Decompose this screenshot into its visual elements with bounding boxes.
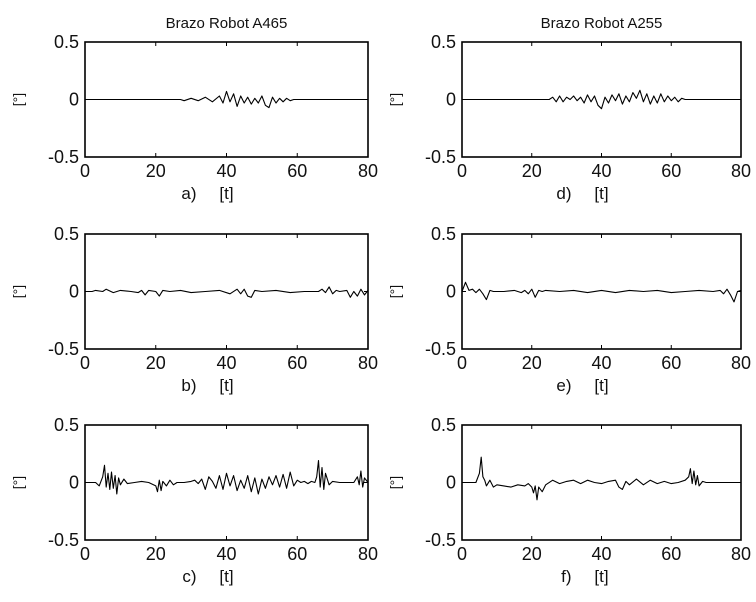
x-axis-label: [t] <box>594 184 608 203</box>
y-axis-label: [°] <box>10 285 26 298</box>
y-axis-label: [°] <box>10 93 26 106</box>
series-line <box>85 460 369 495</box>
y-tick-label: 0.5 <box>431 32 456 52</box>
y-tick-label: 0 <box>69 282 79 302</box>
subplot-caption: d) <box>556 184 571 203</box>
y-tick-label: -0.5 <box>48 530 79 550</box>
series-line <box>462 456 741 501</box>
y-tick-label: 0 <box>69 90 79 110</box>
x-axis-label: [t] <box>219 184 233 203</box>
x-tick-label: 40 <box>216 353 236 373</box>
subplot-f: 0 20 40 60 800.50-0.5[°]f) [t] <box>387 415 751 586</box>
x-tick-label: 80 <box>731 161 751 181</box>
x-tick-label: 80 <box>731 544 751 564</box>
x-tick-label: 20 <box>522 161 542 181</box>
x-tick-label: 80 <box>358 544 378 564</box>
x-tick-label: 20 <box>146 544 166 564</box>
plot-frame <box>84 424 369 541</box>
x-tick-label: 80 <box>358 161 378 181</box>
y-tick-label: 0.5 <box>54 415 79 435</box>
subplot-b: 0 20 40 60 800.50-0.5[°]b) [t] <box>10 224 378 395</box>
y-tick-label: 0.5 <box>431 224 456 244</box>
x-tick-label: 60 <box>287 353 307 373</box>
y-tick-label: 0.5 <box>431 415 456 435</box>
x-tick-label: 20 <box>522 544 542 564</box>
x-tick-label: 60 <box>661 544 681 564</box>
series-line <box>462 89 741 110</box>
x-tick-label: 0 <box>80 544 90 564</box>
x-tick-label: 40 <box>591 161 611 181</box>
x-tick-label: 40 <box>591 544 611 564</box>
x-tick-label: 60 <box>661 353 681 373</box>
subplot-title: Brazo Robot A465 <box>166 15 288 32</box>
series-line <box>85 90 368 109</box>
y-axis-label: [°] <box>387 476 403 489</box>
x-tick-label: 0 <box>457 161 467 181</box>
x-tick-label: 80 <box>731 353 751 373</box>
y-axis-label: [°] <box>387 93 403 106</box>
y-tick-label: -0.5 <box>48 147 79 167</box>
series-line <box>461 281 742 303</box>
x-axis-label: [t] <box>594 376 608 395</box>
y-tick-label: -0.5 <box>425 147 456 167</box>
x-tick-label: 40 <box>216 544 236 564</box>
y-tick-label: 0 <box>69 473 79 493</box>
x-tick-label: 0 <box>80 161 90 181</box>
x-axis-label: [t] <box>594 567 608 586</box>
subplot-caption: b) <box>181 376 196 395</box>
x-tick-label: 60 <box>287 544 307 564</box>
x-tick-label: 0 <box>457 353 467 373</box>
plot-frame <box>461 424 742 541</box>
subplot-e: 0 20 40 60 800.50-0.5[°]e) [t] <box>387 224 751 395</box>
subplot-caption: e) <box>556 376 571 395</box>
x-tick-label: 80 <box>358 353 378 373</box>
y-tick-label: 0 <box>446 90 456 110</box>
subplot-caption: f) <box>561 567 571 586</box>
y-axis-label: [°] <box>387 285 403 298</box>
y-axis-label: [°] <box>10 476 26 489</box>
y-tick-label: -0.5 <box>425 530 456 550</box>
y-tick-label: 0 <box>446 473 456 493</box>
series-line <box>85 286 369 298</box>
x-axis-label: [t] <box>219 567 233 586</box>
x-tick-label: 0 <box>457 544 467 564</box>
subplot-c: 0 20 40 60 800.50-0.5[°]c) [t] <box>10 415 378 586</box>
x-tick-label: 0 <box>80 353 90 373</box>
subplot-caption: c) <box>182 567 196 586</box>
y-tick-label: 0.5 <box>54 224 79 244</box>
y-tick-label: 0 <box>446 282 456 302</box>
x-tick-label: 20 <box>146 353 166 373</box>
x-tick-label: 60 <box>661 161 681 181</box>
subplot-caption: a) <box>181 184 196 203</box>
subplot-title: Brazo Robot A255 <box>541 15 663 32</box>
y-tick-label: 0.5 <box>54 32 79 52</box>
x-axis-label: [t] <box>219 376 233 395</box>
x-tick-label: 20 <box>146 161 166 181</box>
y-tick-label: -0.5 <box>425 339 456 359</box>
y-tick-label: -0.5 <box>48 339 79 359</box>
x-tick-label: 20 <box>522 353 542 373</box>
x-tick-label: 60 <box>287 161 307 181</box>
x-tick-label: 40 <box>591 353 611 373</box>
x-tick-label: 40 <box>216 161 236 181</box>
